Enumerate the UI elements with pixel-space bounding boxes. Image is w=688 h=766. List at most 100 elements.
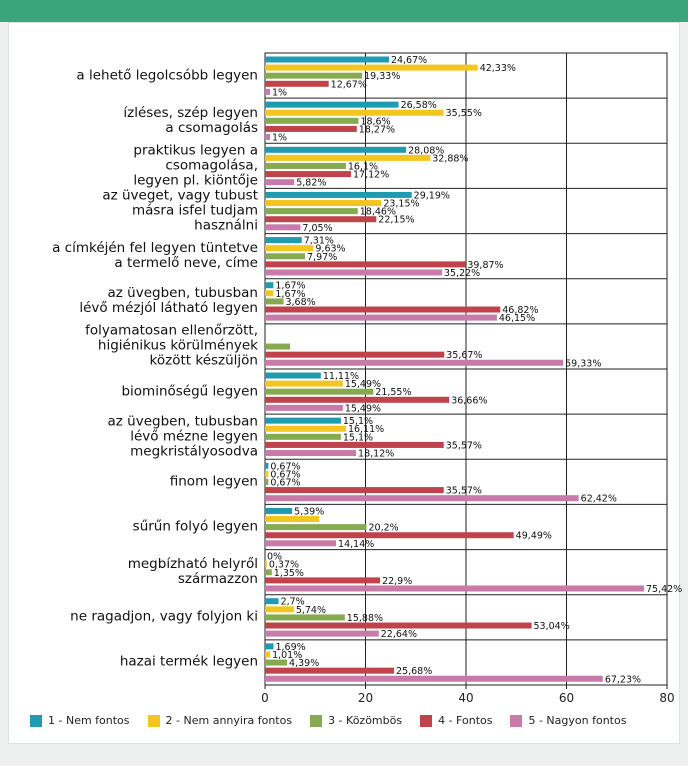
- value-label: 21,55%: [375, 387, 411, 398]
- bar: [265, 351, 445, 358]
- category-label: sűrűn folyó legyen: [132, 518, 258, 535]
- value-label: 39,87%: [467, 260, 503, 271]
- bar: [265, 146, 407, 153]
- value-label: 1,69%: [275, 642, 305, 653]
- value-label: 25,68%: [396, 666, 432, 677]
- legend-item: 4 - Fontos: [420, 714, 492, 727]
- value-label: 22,15%: [378, 215, 414, 226]
- bar: [265, 380, 343, 387]
- bar: [265, 540, 337, 547]
- bar: [265, 191, 412, 198]
- bar: [265, 237, 302, 244]
- value-label: 29,19%: [414, 190, 450, 201]
- value-label: 12,67%: [331, 79, 367, 90]
- legend-label: 3 - Közömbös: [328, 714, 403, 727]
- bar: [265, 433, 341, 440]
- value-label: 1,01%: [272, 650, 302, 661]
- bar: [265, 162, 346, 169]
- value-label: 1,67%: [275, 281, 305, 292]
- bar: [265, 359, 564, 366]
- value-label: 7,31%: [304, 236, 334, 247]
- bar: [265, 56, 389, 63]
- value-label: 1,67%: [275, 289, 305, 300]
- value-label: 5,39%: [294, 506, 324, 517]
- bar: [265, 224, 301, 231]
- bar: [265, 561, 267, 568]
- bar: [265, 88, 271, 95]
- value-label: 53,04%: [534, 621, 570, 632]
- bar: [265, 470, 269, 477]
- bar: [265, 208, 358, 215]
- value-label: 14,14%: [338, 539, 374, 550]
- value-label: 1,35%: [274, 568, 304, 579]
- value-label: 7,05%: [302, 223, 332, 234]
- category-label: a lehető legolcsóbb legyen: [76, 67, 258, 84]
- value-label: 17,12%: [353, 170, 389, 181]
- x-tick-label: 20: [358, 691, 373, 705]
- value-label: 15,88%: [347, 613, 383, 624]
- category-label: ízléses, szép legyen a csomagolás: [123, 104, 258, 136]
- value-label: 3,68%: [285, 297, 315, 308]
- x-tick-label: 80: [659, 691, 674, 705]
- x-tick-label: 0: [261, 691, 269, 705]
- category-label: finom legyen: [169, 473, 258, 490]
- category-label: ne ragadjon, vagy folyjon ki: [70, 608, 258, 625]
- bar: [265, 524, 367, 531]
- value-label: 35,22%: [444, 268, 480, 279]
- value-label: 49,49%: [516, 531, 552, 542]
- bar: [265, 507, 293, 514]
- value-label: 35,67%: [446, 350, 482, 361]
- value-label: 0%: [267, 552, 282, 563]
- value-label: 0,67%: [270, 469, 300, 480]
- category-label: megbízható helyről származzon: [127, 556, 258, 588]
- legend-swatch: [510, 714, 523, 727]
- value-label: 1%: [272, 133, 287, 144]
- value-label: 24,67%: [391, 55, 427, 66]
- legend-swatch: [30, 714, 42, 727]
- bar: [265, 404, 343, 411]
- value-label: 5,82%: [296, 178, 326, 189]
- value-label: 15,49%: [345, 379, 381, 390]
- value-label: 0,67%: [270, 461, 300, 472]
- bar: [265, 282, 274, 289]
- x-tick-label: 40: [458, 691, 473, 705]
- value-label: 15,49%: [345, 403, 381, 414]
- bar: [265, 614, 345, 621]
- value-label: 9,63%: [315, 244, 345, 255]
- legend-label: 1 - Nem fontos: [48, 714, 130, 727]
- bar: [265, 80, 329, 87]
- category-label: praktikus legyen a csomagolása, legyen p…: [133, 142, 258, 189]
- value-label: 16,1%: [348, 161, 378, 172]
- bar: [265, 109, 444, 116]
- bar: [265, 450, 357, 457]
- legend-item: 3 - Közömbös: [310, 714, 402, 727]
- value-label: 18,46%: [360, 207, 396, 218]
- bar: [265, 417, 341, 424]
- bar: [265, 179, 295, 186]
- legend-swatch: [147, 714, 160, 727]
- legend-label: 4 - Fontos: [438, 714, 493, 727]
- bar: [265, 495, 579, 502]
- bar: [265, 269, 442, 276]
- legend-item: 5 - Nagyon fontos: [510, 714, 626, 727]
- value-label: 20,2%: [369, 523, 399, 534]
- bar: [265, 388, 374, 395]
- value-label: 22,9%: [382, 576, 412, 587]
- category-label: biominőségű legyen: [121, 383, 258, 400]
- bar: [265, 245, 314, 252]
- bar: [265, 441, 444, 448]
- value-label: 19,33%: [364, 71, 400, 82]
- value-label: 22,64%: [381, 629, 417, 640]
- bar: [265, 125, 357, 132]
- category-label: az üveget, vagy tubust másra isfel tudja…: [102, 187, 258, 234]
- category-label: az üvegben, tubusban lévő mézne legyen m…: [107, 413, 259, 460]
- bar: [265, 516, 320, 523]
- legend-label: 2 - Nem annyira fontos: [165, 714, 293, 727]
- bar: [265, 216, 377, 223]
- bar: [265, 478, 269, 485]
- value-label: 0,37%: [269, 560, 299, 571]
- category-label: hazai termék legyen: [119, 653, 258, 670]
- value-label: 46,82%: [502, 305, 538, 316]
- value-label: 46,15%: [499, 313, 535, 324]
- bar: [265, 101, 399, 108]
